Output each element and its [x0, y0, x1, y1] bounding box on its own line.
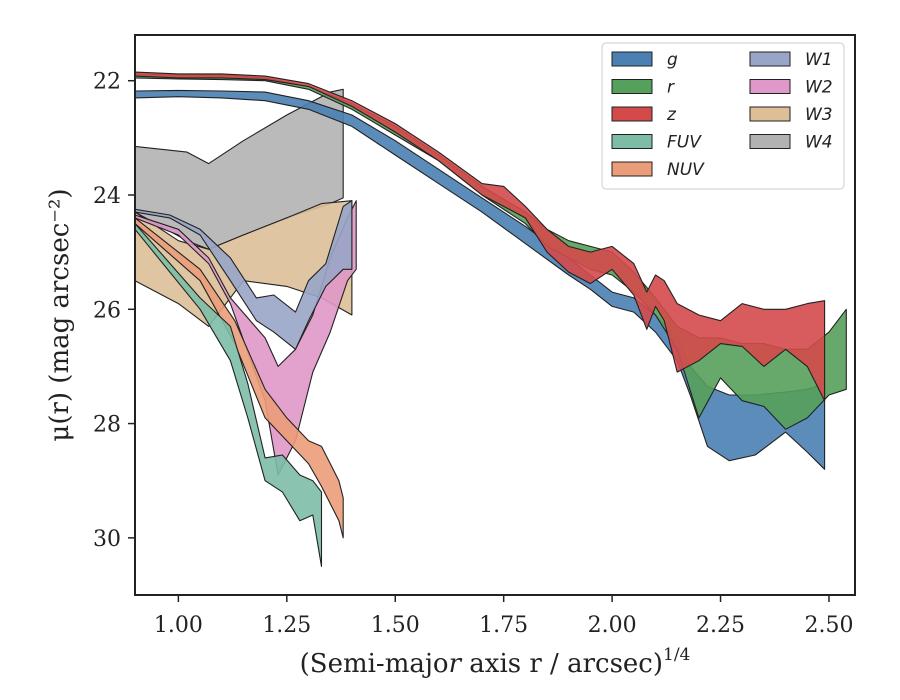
plot-frame [134, 34, 856, 596]
legend-label-fuv: FUV [667, 133, 702, 153]
legend-label-g: g [667, 50, 678, 70]
y-tick-label: 26 [93, 298, 121, 323]
legend-swatch-w3 [749, 106, 791, 122]
y-axis-title: μ(r) (mag arcsec⁻²) [45, 188, 75, 441]
x-tick-label: 2.50 [804, 613, 853, 638]
legend-swatch-z [611, 106, 653, 122]
legend-swatch-w2 [749, 79, 791, 94]
legend-swatch-w4 [749, 134, 791, 149]
band-w1 [135, 200, 353, 350]
legend-swatch-g [611, 51, 653, 67]
legend-swatch-r [611, 79, 653, 94]
x-tick-label: 1.00 [154, 613, 203, 638]
x-tick-label: 1.25 [262, 613, 311, 638]
series-layer [135, 71, 847, 567]
legend-label-w3: W3 [805, 105, 833, 125]
legend-label-w2: W2 [805, 78, 833, 98]
y-tick-label: 22 [93, 70, 121, 95]
legend-label-w1: W1 [805, 50, 833, 70]
legend-label-nuv: NUV [667, 160, 705, 180]
x-axis-title: (Semi-major axis r / arcsec)1/4 [300, 645, 691, 679]
y-tick-label: 30 [93, 527, 121, 552]
band-fuv [135, 223, 323, 567]
y-tick-label: 24 [93, 184, 121, 209]
band-z [135, 71, 826, 402]
band-w2 [135, 200, 357, 476]
x-tick-label: 2.00 [588, 613, 637, 638]
legend-label-r: r [667, 78, 675, 98]
x-tick-label: 1.50 [371, 613, 420, 638]
y-tick-label: 28 [93, 413, 121, 438]
legend-swatch-w1 [749, 51, 791, 67]
legend-label-w4: W4 [805, 133, 833, 153]
x-axis: 1.00 1.25 1.50 1.75 2.00 2.25 2.50 [154, 595, 853, 638]
band-g [135, 89, 826, 470]
x-tick-label: 2.25 [696, 613, 745, 638]
legend: grz FUV NUV W1 W2 W3 W4 [601, 42, 845, 190]
legend-swatch-fuv [611, 134, 653, 149]
x-tick-label: 1.75 [479, 613, 528, 638]
legend-swatch-nuv [611, 161, 653, 177]
legend-label-z: z [666, 105, 677, 125]
y-axis: 22 24 26 28 30 [93, 70, 135, 552]
